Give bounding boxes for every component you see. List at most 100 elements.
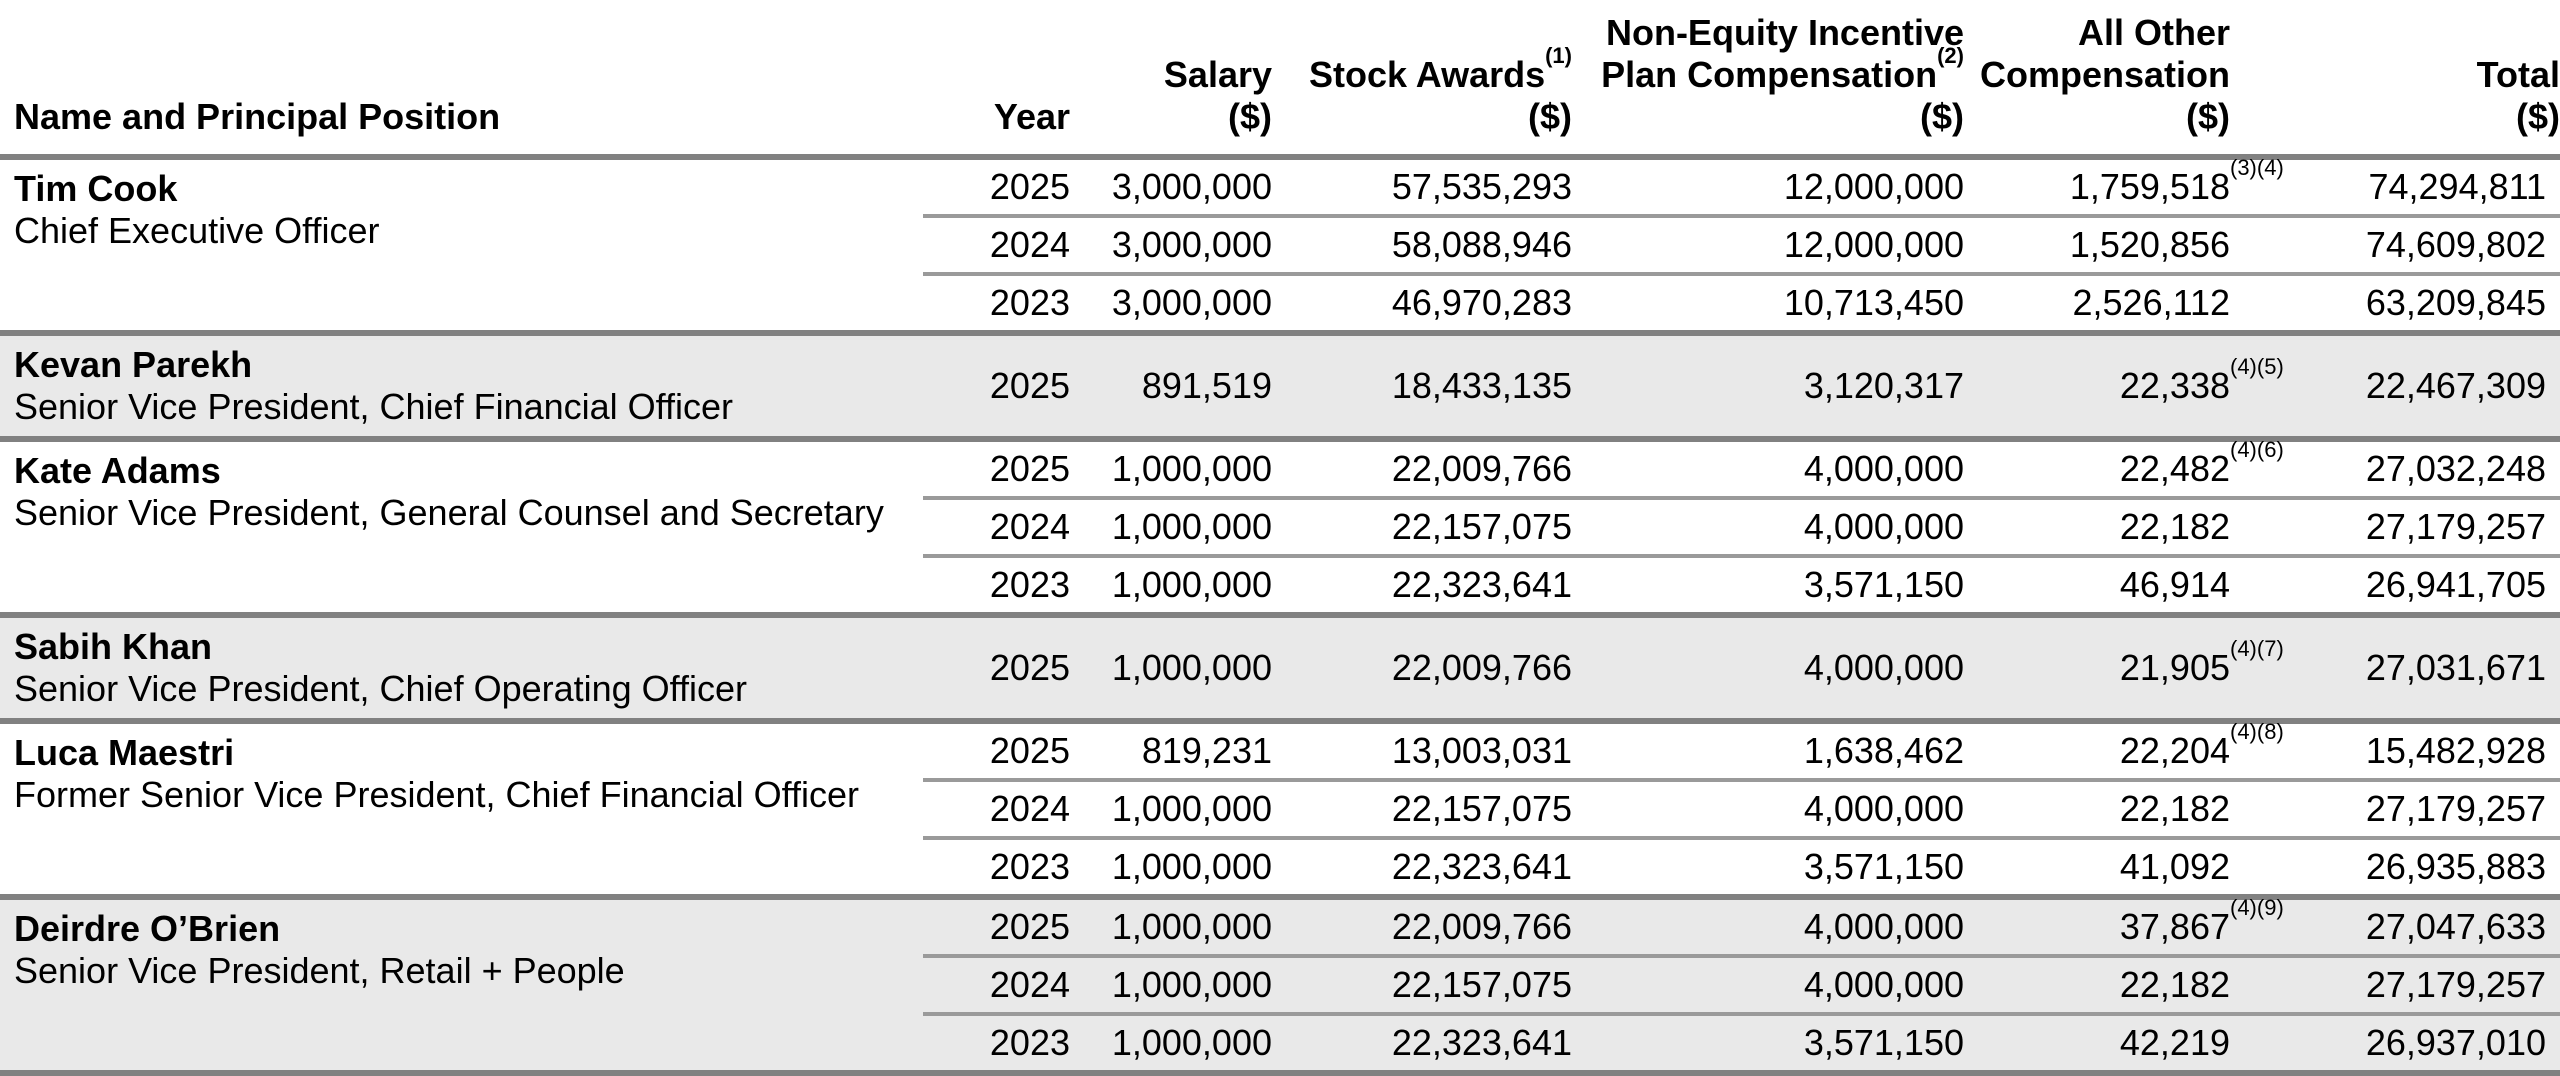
- neip-cell: 12,000,000: [1572, 157, 1964, 216]
- total-value: 26,941,705: [2365, 564, 2546, 605]
- header-text: Year: [993, 96, 1070, 137]
- column-header-neip: Non-Equity Incentive Plan Compensation(2)…: [1572, 0, 1964, 160]
- neip-value: 3,120,317: [1803, 365, 1964, 406]
- stock-value: 22,157,075: [1391, 788, 1572, 829]
- salary-cell: 3,000,000: [1070, 157, 1272, 216]
- table-row: Deirdre O’Brien Senior Vice President, Re…: [0, 897, 2560, 992]
- executive-group: Sabih Khan Senior Vice President, Chief O…: [0, 615, 2560, 721]
- header-line: Plan Compensation(2): [1572, 45, 1964, 96]
- year-value: 2024: [989, 788, 1070, 829]
- neip-cell: 3,571,150: [1572, 554, 1964, 615]
- total-value: 27,032,248: [2365, 448, 2546, 489]
- year-cell: 2023: [923, 836, 1070, 897]
- header-line: ($): [2230, 96, 2560, 138]
- column-header-year: Year: [923, 0, 1070, 160]
- salary-value: 1,000,000: [1111, 647, 1272, 688]
- neip-value: 3,571,150: [1803, 846, 1964, 887]
- header-text: ($): [1228, 96, 1272, 137]
- total-value: 27,047,633: [2365, 906, 2546, 947]
- total-value: 27,179,257: [2365, 964, 2546, 1005]
- name-and-position-cell: Sabih Khan Senior Vice President, Chief O…: [0, 615, 923, 721]
- salary-cell: 1,000,000: [1070, 439, 1272, 498]
- year-value: 2023: [989, 564, 1070, 605]
- header-line: ($): [1964, 96, 2230, 138]
- total-cell: 74,294,811: [2230, 157, 2560, 216]
- table-header: Name and Principal Position Year Salary ($)…: [0, 0, 2560, 160]
- salary-cell: 891,519: [1070, 333, 1272, 439]
- neip-value: 4,000,000: [1803, 788, 1964, 829]
- header-line: Year: [923, 96, 1070, 138]
- salary-value: 819,231: [1141, 730, 1272, 771]
- executive-title: Former Senior Vice President, Chief Fina…: [14, 774, 860, 815]
- total-value: 27,031,671: [2365, 647, 2546, 688]
- year-cell: 2023: [923, 554, 1070, 615]
- total-cell: 15,482,928: [2230, 721, 2560, 780]
- header-text: ($): [1528, 96, 1572, 137]
- year-value: 2024: [989, 964, 1070, 1005]
- total-cell: 26,935,883: [2230, 836, 2560, 897]
- header-text: All Other: [2077, 12, 2230, 53]
- header-text: Total: [2476, 54, 2560, 95]
- total-value: 22,467,309: [2365, 365, 2546, 406]
- total-cell: 27,031,671: [2230, 615, 2560, 721]
- executive-title: Senior Vice President, General Counsel a…: [14, 492, 884, 533]
- footnote-marker: (4)(9): [2230, 895, 2284, 920]
- table-row: Sabih Khan Senior Vice President, Chief O…: [0, 615, 2560, 721]
- salary-value: 1,000,000: [1111, 1022, 1272, 1063]
- header-text: Stock Awards: [1309, 54, 1546, 95]
- year-cell: 2025: [923, 439, 1070, 498]
- other-value: 21,905: [2119, 647, 2230, 688]
- salary-cell: 1,000,000: [1070, 554, 1272, 615]
- stock-value: 22,009,766: [1391, 906, 1572, 947]
- other-cell: 37,867(4)(9): [1964, 897, 2284, 956]
- other-cell: 42,219: [1964, 1012, 2230, 1073]
- salary-cell: 1,000,000: [1070, 954, 1272, 1014]
- other-cell: 2,526,112: [1964, 272, 2230, 333]
- salary-value: 3,000,000: [1111, 282, 1272, 323]
- other-cell: 22,182: [1964, 778, 2230, 838]
- footnote-marker: (4)(6): [2230, 437, 2284, 462]
- stock-cell: 18,433,135: [1272, 333, 1572, 439]
- stock-cell: 13,003,031: [1272, 721, 1572, 780]
- year-cell: 2025: [923, 721, 1070, 780]
- salary-value: 1,000,000: [1111, 788, 1272, 829]
- neip-value: 12,000,000: [1783, 224, 1964, 265]
- header-line: Non-Equity Incentive: [1572, 12, 1964, 54]
- header-text: Plan Compensation: [1601, 54, 1938, 95]
- other-cell: 1,759,518(3)(4): [1964, 157, 2284, 216]
- header-line: ($): [1070, 96, 1272, 138]
- footnote-marker: (2): [1937, 43, 1964, 68]
- neip-value: 4,000,000: [1803, 964, 1964, 1005]
- other-value: 41,092: [2119, 846, 2230, 887]
- year-value: 2023: [989, 1022, 1070, 1063]
- neip-cell: 3,571,150: [1572, 836, 1964, 897]
- name-and-position-cell: Tim Cook Chief Executive Officer: [0, 157, 923, 333]
- total-cell: 26,941,705: [2230, 554, 2560, 615]
- other-value: 22,204: [2119, 730, 2230, 771]
- total-value: 15,482,928: [2365, 730, 2546, 771]
- salary-value: 891,519: [1141, 365, 1272, 406]
- neip-value: 3,571,150: [1803, 1022, 1964, 1063]
- year-cell: 2024: [923, 214, 1070, 274]
- other-value: 22,182: [2119, 788, 2230, 829]
- header-text: ($): [2186, 96, 2230, 137]
- year-cell: 2024: [923, 496, 1070, 556]
- salary-value: 3,000,000: [1111, 224, 1272, 265]
- total-cell: 26,937,010: [2230, 1012, 2560, 1073]
- stock-cell: 22,323,641: [1272, 1012, 1572, 1073]
- header-line: Stock Awards(1): [1272, 45, 1572, 96]
- stock-value: 46,970,283: [1391, 282, 1572, 323]
- other-value: 22,338: [2119, 365, 2230, 406]
- other-cell: 46,914: [1964, 554, 2230, 615]
- other-value: 22,482: [2119, 448, 2230, 489]
- header-line: ($): [1272, 96, 1572, 138]
- table-row: Luca Maestri Former Senior Vice President…: [0, 721, 2560, 816]
- neip-value: 10,713,450: [1783, 282, 1964, 323]
- other-value: 22,182: [2119, 964, 2230, 1005]
- total-value: 26,937,010: [2365, 1022, 2546, 1063]
- executive-group: Kevan Parekh Senior Vice President, Chief…: [0, 333, 2560, 439]
- header-line: Salary: [1070, 54, 1272, 96]
- column-header-name: Name and Principal Position: [0, 0, 923, 160]
- stock-value: 22,009,766: [1391, 448, 1572, 489]
